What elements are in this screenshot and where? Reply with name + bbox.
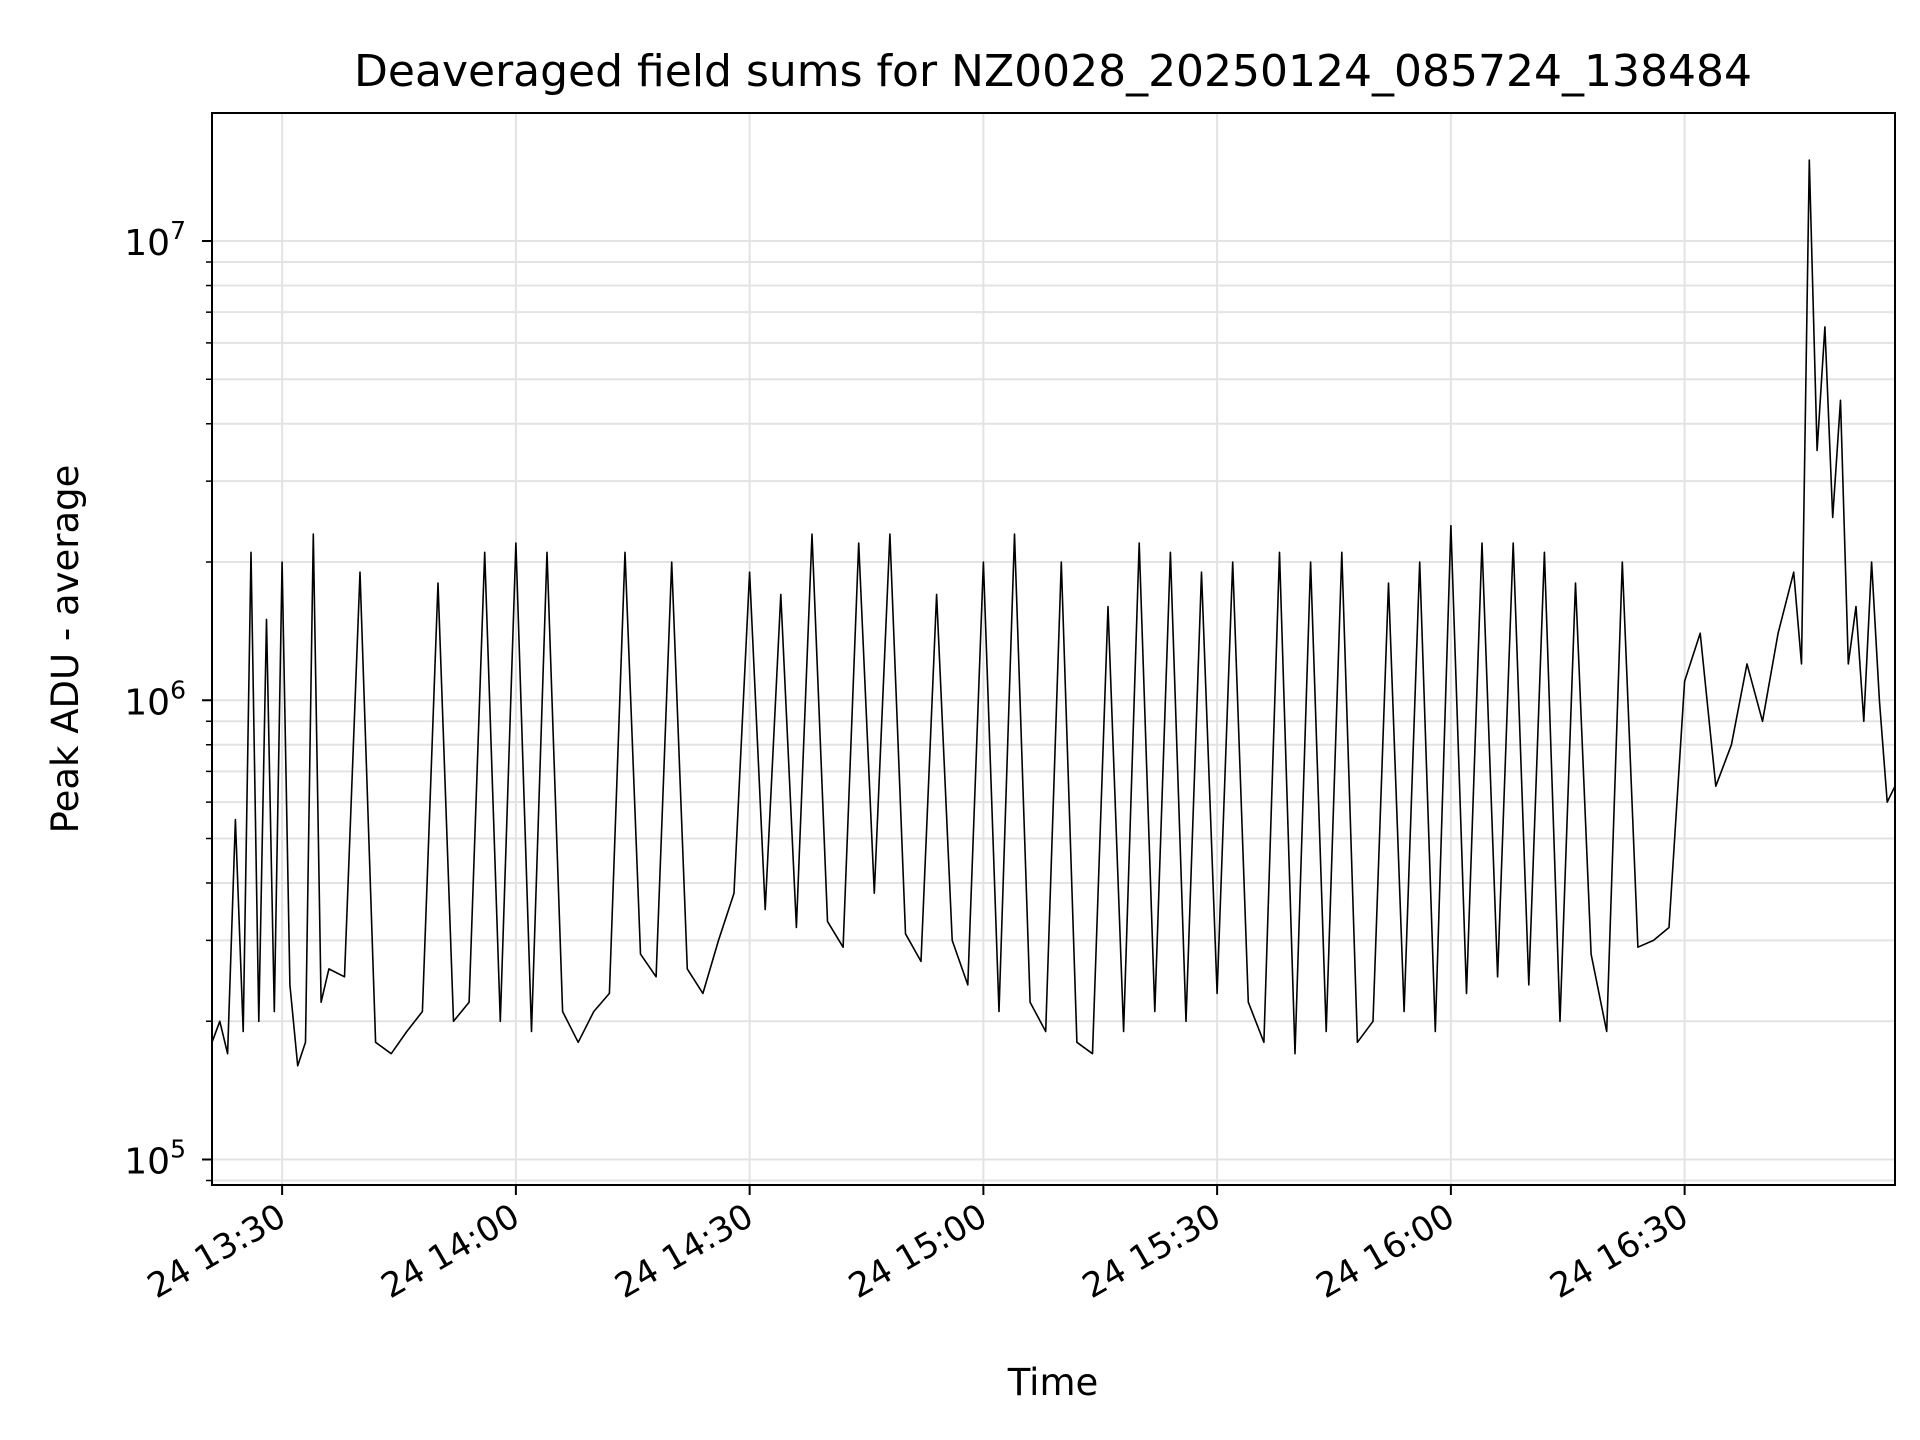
y-tick-label: 105 — [124, 1135, 186, 1183]
y-tick-label: 107 — [124, 216, 186, 264]
x-axis-label: Time — [1007, 1361, 1099, 1404]
chart-title: Deaveraged field sums for NZ0028_2025012… — [354, 46, 1752, 97]
series-layer — [211, 159, 1896, 1067]
series-line — [211, 159, 1896, 1067]
y-axis: 105 106 107 — [124, 216, 212, 1183]
gridlines — [212, 113, 1895, 1185]
y-axis-label: Peak ADU - average — [44, 465, 87, 834]
plot-frame — [211, 112, 1896, 1186]
y-tick-label: 106 — [124, 675, 186, 723]
